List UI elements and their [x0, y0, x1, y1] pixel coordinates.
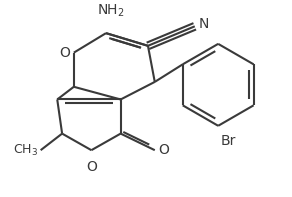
Text: NH$_2$: NH$_2$	[97, 3, 125, 20]
Text: O: O	[86, 160, 97, 174]
Text: Br: Br	[221, 134, 237, 148]
Text: O: O	[159, 143, 170, 157]
Text: CH$_3$: CH$_3$	[13, 143, 38, 158]
Text: O: O	[59, 46, 70, 60]
Text: N: N	[199, 17, 209, 31]
